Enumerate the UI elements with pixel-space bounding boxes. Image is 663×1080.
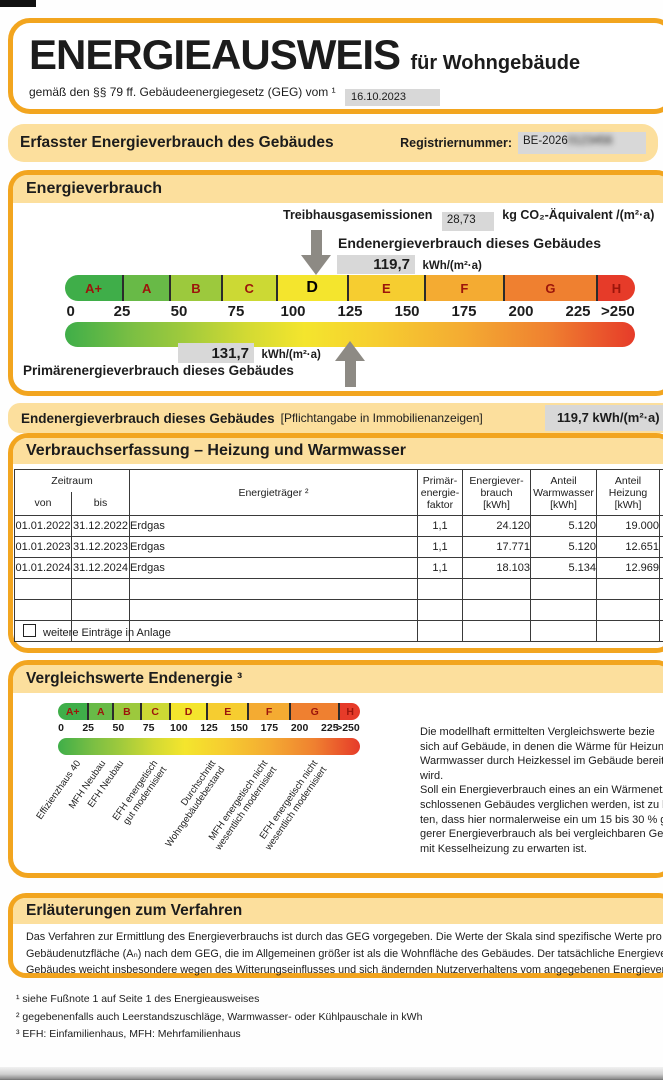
col-energieverbrauch: Energiever- brauch [kWh] xyxy=(462,469,531,516)
erlaeuterungen-heading: Erläuterungen zum Verfahren xyxy=(26,902,243,919)
scale-class-d: D xyxy=(277,275,349,301)
scale-class-c: C xyxy=(222,275,278,301)
scale-class-e: E xyxy=(348,275,426,301)
table-row: 01.01.2023 31.12.2023 Erdgas 1,1 17.771 5.1… xyxy=(14,536,663,558)
col-primaerenergiefaktor: Primär- energie- faktor xyxy=(417,469,463,516)
col-zeitraum: Zeitraum xyxy=(14,469,130,492)
scale-class-b: B xyxy=(171,275,223,301)
vergleich-scale-band: A+ A B C D E F G H xyxy=(58,703,360,720)
energieverbrauch-body: Treibhausgasemissionen 28,73 kg CO₂-Äqui… xyxy=(13,203,663,391)
table-row: 01.01.2024 31.12.2024 Erdgas 1,1 18.103 5.1… xyxy=(14,557,663,579)
col-klimafaktor: Klima- faktor xyxy=(659,469,663,516)
vergleichswerte-box: Vergleichswerte Endenergie ³ A+ A B C D … xyxy=(8,660,663,878)
verbrauchserfassung-heading: Verbrauchserfassung – Heizung und Warmwa… xyxy=(26,442,406,459)
energieverbrauch-heading: Energieverbrauch xyxy=(26,180,163,197)
registriernummer-field: BE-20260123456 xyxy=(518,132,646,154)
endenergie-bar-note: [Pflichtangabe in Immobilienanzeigen] xyxy=(280,411,483,425)
table-row: 01.01.2022 31.12.2022 Erdgas 1,1 24.120 5.1… xyxy=(14,515,663,537)
erfasster-bar: Erfasster Energieverbrauch des Gebäudes … xyxy=(8,124,658,162)
page-title: ENERGIEAUSWEIS xyxy=(29,31,401,78)
footnote-2: ² gegebenenfalls auch Leerstandszuschläg… xyxy=(16,1010,423,1023)
table-row xyxy=(14,620,663,642)
registriernummer-redacted: 0123456 xyxy=(567,135,613,147)
verbrauchserfassung-box: Verbrauchserfassung – Heizung und Warmwa… xyxy=(8,433,663,653)
subtitle: gemäß den §§ 79 ff. Gebäudeenergiegesetz… xyxy=(29,85,336,99)
endenergie-label: Endenergieverbrauch dieses Gebäudes xyxy=(338,235,601,251)
energieverbrauch-box: Energieverbrauch Treibhausgasemissionen … xyxy=(8,170,663,396)
verbrauch-table: Zeitraum Energieträger ² Primär- energie… xyxy=(14,469,663,642)
scale-class-g: G xyxy=(504,275,598,301)
scale-class-a: A xyxy=(124,275,171,301)
endenergie-arrow-down-icon xyxy=(301,230,331,275)
col-von: von xyxy=(14,491,72,516)
footnotes: ¹ siehe Fußnote 1 auf Seite 1 des Energi… xyxy=(16,991,422,1044)
ghg-label: Treibhausgasemissionen xyxy=(283,208,433,222)
endenergie-bar-label: Endenergieverbrauch dieses Gebäudes xyxy=(21,410,275,426)
primaerenergie-label: Primärenergieverbrauch dieses Gebäudes xyxy=(23,363,294,378)
weitere-eintraege-checkbox[interactable] xyxy=(23,624,36,637)
ghg-unit: kg CO₂-Äquivalent /(m²·a) xyxy=(502,208,655,222)
table-row xyxy=(14,578,663,600)
scale-class-f: F xyxy=(425,275,505,301)
vergleichswerte-body: A+ A B C D E F G H 0 25 50 75 100 125 15… xyxy=(13,693,663,873)
erfasster-heading: Erfasster Energieverbrauch des Gebäudes xyxy=(20,134,334,151)
vergleichswerte-heading: Vergleichswerte Endenergie ³ xyxy=(26,670,243,687)
erlaeuterungen-text: Das Verfahren zur Ermittlung des Energie… xyxy=(26,931,663,976)
erlaeuterungen-box: Erläuterungen zum Verfahren Das Verfahre… xyxy=(8,893,663,978)
energy-scale-band: A+ A B C D E F G H xyxy=(65,275,635,301)
vergleich-gradient-bar xyxy=(58,738,360,755)
top-left-mark xyxy=(0,0,36,7)
endenergie-bar-value-field: 119,7 kWh/(m²·a) xyxy=(545,405,663,431)
col-anteil-warmwasser: Anteil Warmwasser [kWh] xyxy=(530,469,597,516)
footnote-1: ¹ siehe Fußnote 1 auf Seite 1 des Energi… xyxy=(16,993,260,1005)
bottom-edge-bar xyxy=(0,1067,663,1080)
vergleich-scale-ticks: 0 25 50 75 100 125 150 175 200 225 >250 xyxy=(58,722,360,734)
ghg-value-field: 28,73 xyxy=(441,212,494,231)
date-field: 16.10.2023 xyxy=(344,89,440,106)
primaerenergie-unit: kWh/(m²·a) xyxy=(261,349,321,361)
scale-ticks: 0 25 50 75 100 125 150 175 200 225 >250 xyxy=(66,303,635,320)
endenergie-value-field: 119,7 xyxy=(337,255,415,274)
primaerenergie-value-field: 131,7 xyxy=(178,343,254,363)
scale-class-aplus: A+ xyxy=(65,275,125,301)
table-row xyxy=(14,599,663,621)
registriernummer-label: Registriernummer: xyxy=(400,136,512,150)
col-anteil-heizung: Anteil Heizung [kWh] xyxy=(596,469,660,516)
col-energietraeger: Energieträger ² xyxy=(129,469,418,516)
footnote-3: ³ EFH: Einfamilienhaus, MFH: Mehrfamilie… xyxy=(16,1028,241,1040)
title-box: ENERGIEAUSWEIS für Wohngebäude gemäß den… xyxy=(8,18,663,114)
scale-class-h: H xyxy=(597,275,635,301)
endenergie-unit: kWh/(m²·a) xyxy=(422,260,482,272)
col-bis: bis xyxy=(71,491,130,516)
weitere-eintraege-label: weitere Einträge in Anlage xyxy=(43,627,171,639)
page-title-suffix: für Wohngebäude xyxy=(410,52,581,74)
primaerenergie-arrow-up-icon xyxy=(335,341,365,387)
vergleich-text-block: Die modellhaft ermittelten Vergleichswer… xyxy=(420,726,663,855)
endenergie-bar: Endenergieverbrauch dieses Gebäudes [Pfl… xyxy=(8,403,663,433)
